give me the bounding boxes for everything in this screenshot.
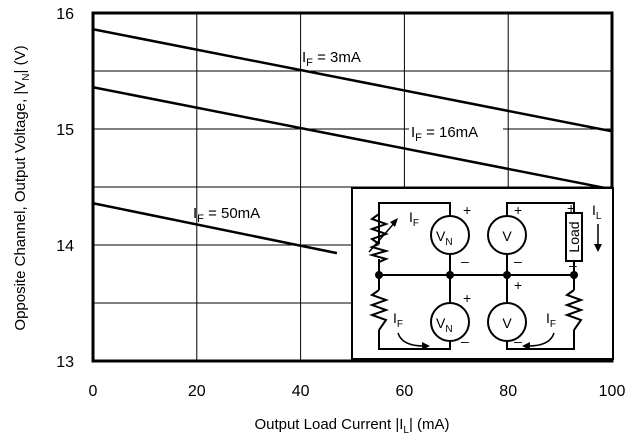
y-tick-label-0: 13: [56, 354, 74, 371]
tick-labels: 0 20 40 60 80 100 13 14 15 16: [56, 6, 625, 400]
inset-wire-top-right: [506, 202, 575, 216]
series-group: [92, 28, 613, 255]
inset-wire-bottom-left: [378, 330, 451, 350]
series-line-1: [92, 86, 613, 191]
x-tick-label-1: 20: [188, 383, 206, 400]
inset-v-bottom: [487, 302, 527, 342]
inset-circuit: VN V VN V + – + – + – + – + – Load IL IF…: [351, 187, 614, 360]
inset-il-arrowhead: [594, 244, 602, 252]
inset-wire-bottom-right: [506, 330, 575, 350]
y-tick-label-3: 16: [56, 6, 74, 23]
inset-vn-bottom: [430, 302, 470, 342]
inset-current-arrowhead-left: [422, 342, 430, 350]
inset-plus-2: +: [514, 202, 522, 218]
series-label-bg-1: [409, 122, 503, 144]
inset-vn-top: [430, 215, 470, 255]
inset-junction-1: [375, 271, 383, 279]
series-label-2: IF = 50mA: [193, 205, 260, 225]
inset-junction-2: [446, 271, 454, 279]
inset-minus-3: –: [461, 333, 469, 349]
inset-minus-4: –: [514, 333, 522, 349]
inset-minus-2: –: [514, 253, 522, 269]
inset-if-label-left: IF: [393, 310, 403, 330]
x-tick-label-5: 100: [599, 383, 626, 400]
y-tick-label-2: 15: [56, 122, 74, 139]
inset-plus-4: +: [514, 277, 522, 293]
inset-current-arrow-left: [397, 332, 425, 347]
inset-v-top-label: V: [502, 228, 512, 244]
inset-plus-3: +: [463, 290, 471, 306]
series-line-2: [92, 202, 338, 255]
x-tick-label-3: 60: [396, 383, 414, 400]
inset-load-box: [565, 212, 583, 262]
series-label-1: IF = 16mA: [411, 124, 478, 144]
inset-resistor-top-left-extra: [369, 213, 389, 245]
y-axis-title: Opposite Channel, Output Voltage, |VN| (…: [12, 45, 32, 330]
inset-variable-arrow: [368, 220, 397, 253]
inset-if-label-top: IF: [409, 209, 419, 229]
inset-wire-top-left: [378, 202, 451, 244]
inset-plus-5: +: [567, 200, 575, 216]
series-line-0: [92, 28, 613, 133]
inset-resistor-bottom-right: [564, 289, 584, 331]
y-tick-label-1: 14: [56, 238, 74, 255]
inset-junction-3: [503, 271, 511, 279]
inset-vn-top-label: VN: [436, 228, 453, 248]
inset-if-label-right: IF: [546, 310, 556, 330]
inset-minus-5: –: [569, 257, 577, 273]
inset-plus-1: +: [463, 202, 471, 218]
series-labels: IF = 3mA IF = 16mA IF = 50mA: [193, 49, 503, 225]
inset-load-label: Load: [566, 221, 582, 252]
inset-current-arrow-right: [527, 332, 555, 347]
inset-v-top: [487, 215, 527, 255]
inset-current-arrowhead-right: [522, 342, 530, 350]
x-tick-label-4: 80: [499, 383, 517, 400]
inset-minus-1: –: [461, 253, 469, 269]
inset-resistor-bottom-left: [369, 289, 389, 331]
series-label-0: IF = 3mA: [302, 49, 361, 69]
x-axis-title: Output Load Current |IL| (mA): [254, 416, 449, 434]
x-tick-label-2: 40: [292, 383, 310, 400]
inset-il-label: IL: [592, 202, 602, 222]
inset-v-bottom-label: V: [502, 315, 512, 331]
x-tick-label-0: 0: [89, 383, 98, 400]
inset-junction-4: [570, 271, 578, 279]
inset-vn-bottom-label: VN: [436, 315, 453, 335]
inset-variable-arrowhead: [390, 218, 398, 227]
